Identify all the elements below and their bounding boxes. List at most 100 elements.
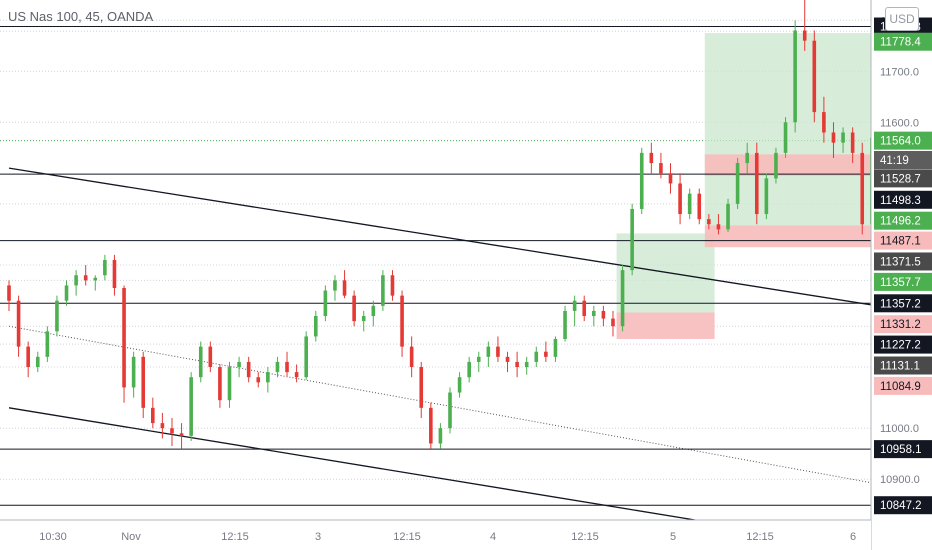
currency-button[interactable]: USD [885, 7, 919, 31]
position-zones[interactable] [616, 33, 891, 339]
svg-text:10958.1: 10958.1 [880, 444, 922, 456]
candle-80 [774, 147, 778, 184]
position-1-stop-zone [704, 225, 891, 248]
candle-88 [850, 127, 855, 164]
candle-52 [505, 351, 510, 373]
candle-15 [151, 397, 155, 429]
candle-54 [524, 356, 529, 375]
candle-17 [170, 418, 174, 447]
time-axis-bg [0, 520, 871, 550]
candle-56 [544, 341, 548, 362]
price-label-14: 11084.9 [874, 376, 932, 395]
candle-23 [227, 361, 232, 408]
candle-4 [45, 326, 50, 362]
trend-lines[interactable] [8, 167, 932, 521]
candle-53 [515, 351, 519, 378]
candle-71 [687, 188, 692, 220]
svg-text:11084.9: 11084.9 [880, 381, 921, 393]
candle-51 [496, 336, 500, 362]
candle-62 [601, 305, 606, 327]
x-tick-label-5: 4 [490, 531, 496, 543]
price-label-6: 11496.2 [874, 211, 932, 230]
candle-89 [860, 142, 865, 235]
candle-18 [179, 423, 184, 449]
candle-5 [55, 295, 59, 337]
price-label-4: 11528.7 [874, 169, 932, 188]
candle-82 [793, 20, 797, 133]
candle-31 [304, 331, 308, 380]
candle-69 [668, 163, 673, 194]
candle-84 [812, 30, 817, 123]
candle-0 [7, 280, 11, 311]
horizontal-levels[interactable] [0, 26, 871, 506]
candle-2 [26, 341, 30, 378]
x-tick-label-0: 10:30 [39, 531, 67, 543]
candle-3 [35, 351, 40, 373]
candle-9 [93, 275, 98, 291]
candle-86 [831, 122, 836, 158]
candle-32 [313, 310, 318, 342]
candle-74 [716, 214, 721, 235]
candle-39 [381, 270, 385, 311]
y-tick-label-0: 10900.0 [880, 474, 920, 486]
candle-11 [112, 254, 117, 296]
candle-49 [476, 351, 481, 373]
price-label-16: 10847.2 [874, 496, 932, 515]
x-tick-label-2: 12:15 [221, 531, 249, 543]
price-label-1: 11778.4 [874, 32, 932, 51]
candle-76 [735, 157, 740, 209]
x-tick-label-1: Nov [121, 531, 141, 543]
candle-87 [841, 127, 845, 153]
y-tick-label-3: 11700.0 [880, 66, 919, 78]
candle-12 [122, 285, 126, 403]
candle-34 [333, 275, 337, 301]
candle-50 [486, 341, 491, 368]
price-label-10: 11357.2 [874, 294, 932, 313]
candle-65 [630, 203, 634, 276]
candle-6 [64, 280, 69, 306]
trend-line-0 [8, 167, 932, 316]
candle-20 [198, 341, 203, 383]
y-tick-label-2: 11600.0 [880, 117, 919, 129]
candle-26 [256, 372, 261, 388]
candle-8 [83, 265, 88, 286]
candle-43 [419, 361, 424, 419]
candle-48 [467, 356, 471, 383]
svg-text:10847.2: 10847.2 [880, 500, 922, 512]
candle-77 [745, 142, 749, 174]
candle-30 [294, 364, 299, 383]
candle-10 [103, 254, 107, 281]
y-tick-label-1: 11000.0 [880, 423, 919, 435]
trend-line-2 [8, 325, 932, 495]
svg-text:11357.2: 11357.2 [880, 298, 921, 310]
trend-line-1 [8, 407, 696, 521]
candle-21 [208, 341, 213, 373]
candle-25 [246, 356, 251, 383]
svg-text:11227.2: 11227.2 [880, 340, 921, 352]
candle-27 [266, 367, 270, 393]
candle-36 [352, 290, 356, 327]
time-axis[interactable]: 10:30 Nov 12:15 3 12:15 4 12:15 5 12:15 6 [0, 519, 871, 550]
price-label-5: 11498.3 [874, 190, 932, 209]
candle-47 [457, 372, 462, 398]
grid-lines [0, 19, 871, 480]
candle-64 [620, 265, 625, 332]
candle-33 [323, 285, 328, 322]
candle-79 [764, 173, 769, 220]
candle-63 [611, 310, 615, 337]
x-tick-label-7: 5 [670, 531, 676, 543]
candle-29 [285, 351, 289, 378]
candle-7 [74, 270, 78, 296]
price-axis[interactable]: 10900.011000.011600.011700.011800.011787… [870, 0, 932, 550]
candle-44 [429, 402, 433, 449]
candle-45 [438, 423, 443, 449]
candle-61 [592, 305, 596, 327]
candle-78 [754, 142, 759, 225]
price-label-3: 41:19 [874, 151, 932, 170]
candle-40 [390, 270, 395, 301]
x-tick-label-4: 12:15 [393, 531, 421, 543]
svg-text:11528.7: 11528.7 [880, 173, 921, 185]
price-label-7: 11487.1 [874, 231, 932, 250]
candle-16 [160, 412, 165, 439]
